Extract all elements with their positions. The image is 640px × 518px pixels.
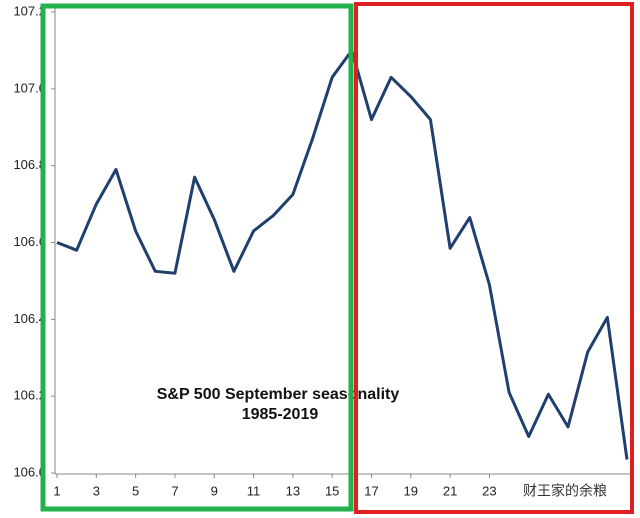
x-tick-label: 17: [364, 483, 378, 498]
data-line: [56, 48, 629, 460]
x-tick-label: 13: [286, 483, 300, 498]
y-tick-label: 106.0: [13, 464, 46, 479]
x-tick-label: 19: [404, 483, 418, 498]
highlight-box: [40, 3, 354, 512]
y-tick-label: 106.8: [13, 157, 46, 172]
annotation: S&P 500 September seasonality: [157, 386, 400, 403]
y-tick-label: 106.6: [13, 234, 46, 249]
highlight-box: [354, 2, 634, 514]
x-tick-label: 5: [132, 483, 139, 498]
x-tick-label: 21: [443, 483, 457, 498]
watermark: 财王家的余粮: [523, 483, 607, 499]
x-tick-label: 3: [93, 483, 100, 498]
x-tick-label: 7: [171, 483, 178, 498]
x-tick-label: 1: [53, 483, 60, 498]
y-tick-label: 106.2: [13, 388, 46, 403]
y-tick-label: 106.4: [13, 311, 46, 326]
y-tick-label: 107.2: [13, 3, 46, 18]
x-tick-label: 23: [482, 483, 496, 498]
x-tick-label: 9: [211, 483, 218, 498]
x-tick-label: 11: [247, 483, 261, 498]
annotation: 1985-2019: [242, 406, 319, 423]
x-tick-label: 15: [325, 483, 339, 498]
y-tick-label: 107.0: [13, 80, 46, 95]
